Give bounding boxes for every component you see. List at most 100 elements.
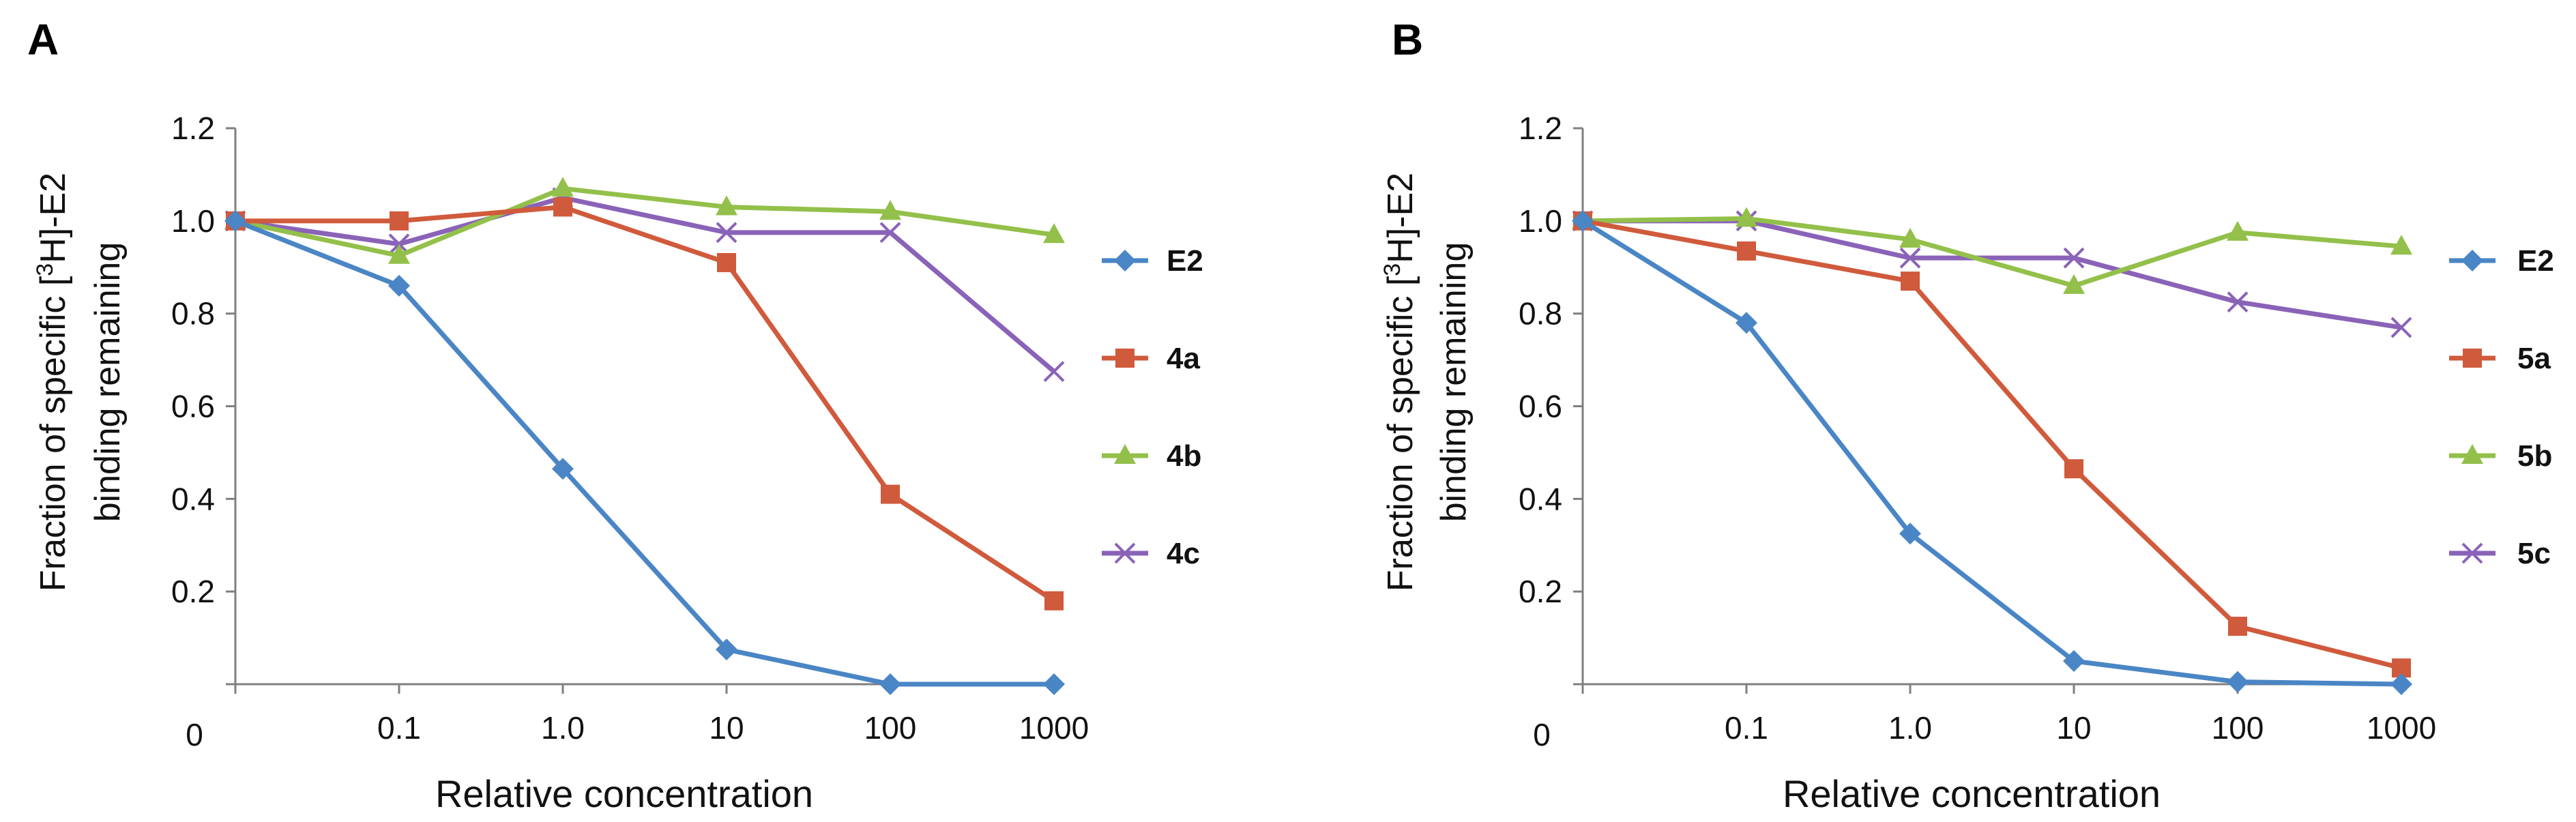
x-axis-label: Relative concentration — [1783, 772, 2161, 815]
y-tick-label: 0.6 — [171, 389, 215, 424]
data-point-e2 — [552, 458, 574, 480]
data-point-4b — [1043, 223, 1065, 244]
data-point-e2 — [1899, 523, 1921, 545]
legend-item-5a: 5a — [2449, 342, 2551, 375]
legend-marker — [2463, 349, 2482, 368]
y-tick-labels: 0.2 0.4 0.6 0.8 1.0 1.2 0 — [171, 111, 215, 752]
y-tick-label: 1.2 — [1519, 111, 1562, 146]
y-tick-labels: 0.2 0.4 0.6 0.8 1.0 1.2 0 — [1519, 111, 1562, 752]
legend-item-e2: E2 — [2449, 244, 2554, 278]
series-line-e2 — [1581, 218, 2402, 687]
series-line-4b — [235, 186, 1055, 259]
legend-item-e2: E2 — [1102, 244, 1203, 278]
y-tick-label: 1.0 — [171, 203, 215, 239]
legend-label: 4c — [1167, 537, 1200, 570]
chart-panel-a: A Fraction of specific [3H]-E2 binding re… — [27, 15, 1203, 815]
series-5b — [1572, 207, 2412, 294]
x-tick-label: 0.1 — [377, 710, 421, 746]
data-point-5b — [1899, 228, 1921, 248]
legend-marker — [1114, 542, 1136, 564]
series-5c — [1572, 210, 2412, 338]
legend-label: E2 — [1167, 244, 1203, 278]
legend-marker — [2461, 542, 2483, 564]
data-point-4b — [388, 244, 410, 264]
data-point-5c — [2227, 291, 2249, 313]
legend-item-4b: 4b — [1102, 439, 1201, 473]
data-point-4c — [879, 222, 901, 244]
y-tick-label: 0.4 — [1519, 481, 1562, 516]
legend-item-5b: 5b — [2449, 439, 2552, 473]
x-tick-label: 100 — [2212, 710, 2264, 746]
series-line-e2 — [234, 218, 1054, 687]
legend-item-5c: 5c — [2449, 537, 2551, 570]
panel-letter-b: B — [1392, 15, 1423, 64]
data-point-e2 — [879, 673, 901, 695]
data-point-5b — [2390, 235, 2412, 255]
data-point-4b — [552, 177, 574, 197]
series-line-5a — [1582, 218, 2402, 671]
data-point-4a — [717, 252, 736, 272]
series-group — [1572, 207, 2412, 695]
x-axis-label: Relative concentration — [435, 772, 813, 815]
data-point-e2 — [716, 638, 737, 661]
data-point-5b — [1736, 207, 1757, 227]
series-5a — [1573, 211, 2411, 678]
data-point-e2 — [224, 209, 246, 232]
data-point-e2 — [1043, 673, 1065, 695]
data-point-4c — [1043, 361, 1065, 382]
y-axis-label-line-1: Fraction of specific [3H]-E2 — [32, 173, 73, 591]
data-point-5a — [2064, 459, 2083, 479]
chart-panel-b: B Fraction of specific [3H]-E2 binding re… — [1379, 15, 2554, 815]
data-point-5c — [2390, 317, 2412, 338]
legend-label: 5b — [2517, 439, 2552, 473]
y-axis-label-line-2: binding remaining — [1434, 242, 1474, 523]
legend-label: 4a — [1167, 342, 1200, 375]
data-point-4a — [553, 197, 572, 217]
data-point-5c — [1899, 247, 1921, 269]
legend-label: 4b — [1167, 439, 1201, 473]
y-axis-label-line-1: Fraction of specific [3H]-E2 — [1379, 173, 1420, 591]
panel-letter-a: A — [27, 15, 59, 64]
series-line-5b — [1582, 216, 2402, 289]
legend-marker — [2461, 444, 2483, 464]
series-line-4c — [235, 195, 1056, 374]
x-tick-label: 0.1 — [1725, 710, 1768, 746]
legend-marker — [2461, 250, 2483, 271]
data-point-4b — [879, 200, 901, 220]
series-e2 — [1572, 209, 2412, 695]
series-4a — [226, 197, 1064, 611]
x-tick-labels: 0.1 1.0 10 100 1000 — [377, 710, 1089, 746]
legend-marker — [1115, 349, 1135, 368]
legend-marker — [1114, 250, 1136, 271]
data-point-e2 — [388, 274, 410, 297]
data-point-4c — [716, 222, 737, 244]
legend: E2 5a 5b 5c — [2449, 244, 2554, 570]
series-e2 — [224, 209, 1065, 695]
y-tick-label: 1.0 — [1519, 203, 1562, 239]
data-point-4a — [390, 211, 409, 231]
y-tick-label: 0.8 — [171, 296, 215, 332]
x-tick-label: 100 — [864, 710, 917, 746]
data-point-e2 — [1572, 209, 1594, 232]
x-tick-label: 1000 — [1019, 710, 1089, 746]
legend-marker — [1114, 444, 1136, 464]
y-tick-label: 0.2 — [1519, 574, 1562, 609]
x-tick-label: 1.0 — [541, 710, 585, 746]
axes — [1573, 127, 2403, 694]
y-axis-label: Fraction of specific [3H]-E2 binding rema… — [32, 173, 128, 591]
origin-label: 0 — [186, 717, 203, 752]
x-tick-label: 10 — [709, 710, 744, 746]
y-tick-label: 0.4 — [171, 481, 215, 516]
y-tick-label: 1.2 — [171, 111, 215, 146]
legend-label: 5c — [2517, 537, 2551, 570]
x-tick-label: 1000 — [2367, 710, 2436, 746]
legend-item-4c: 4c — [1102, 537, 1200, 570]
x-tick-label: 10 — [2056, 710, 2091, 746]
x-tick-label: 1.0 — [1888, 710, 1932, 746]
data-point-e2 — [1736, 312, 1757, 334]
data-point-5b — [2227, 220, 2249, 241]
x-tick-labels: 0.1 1.0 10 100 1000 — [1725, 710, 2436, 746]
y-axis-label: Fraction of specific [3H]-E2 binding rema… — [1379, 173, 1474, 591]
data-point-5a — [1737, 241, 1756, 261]
